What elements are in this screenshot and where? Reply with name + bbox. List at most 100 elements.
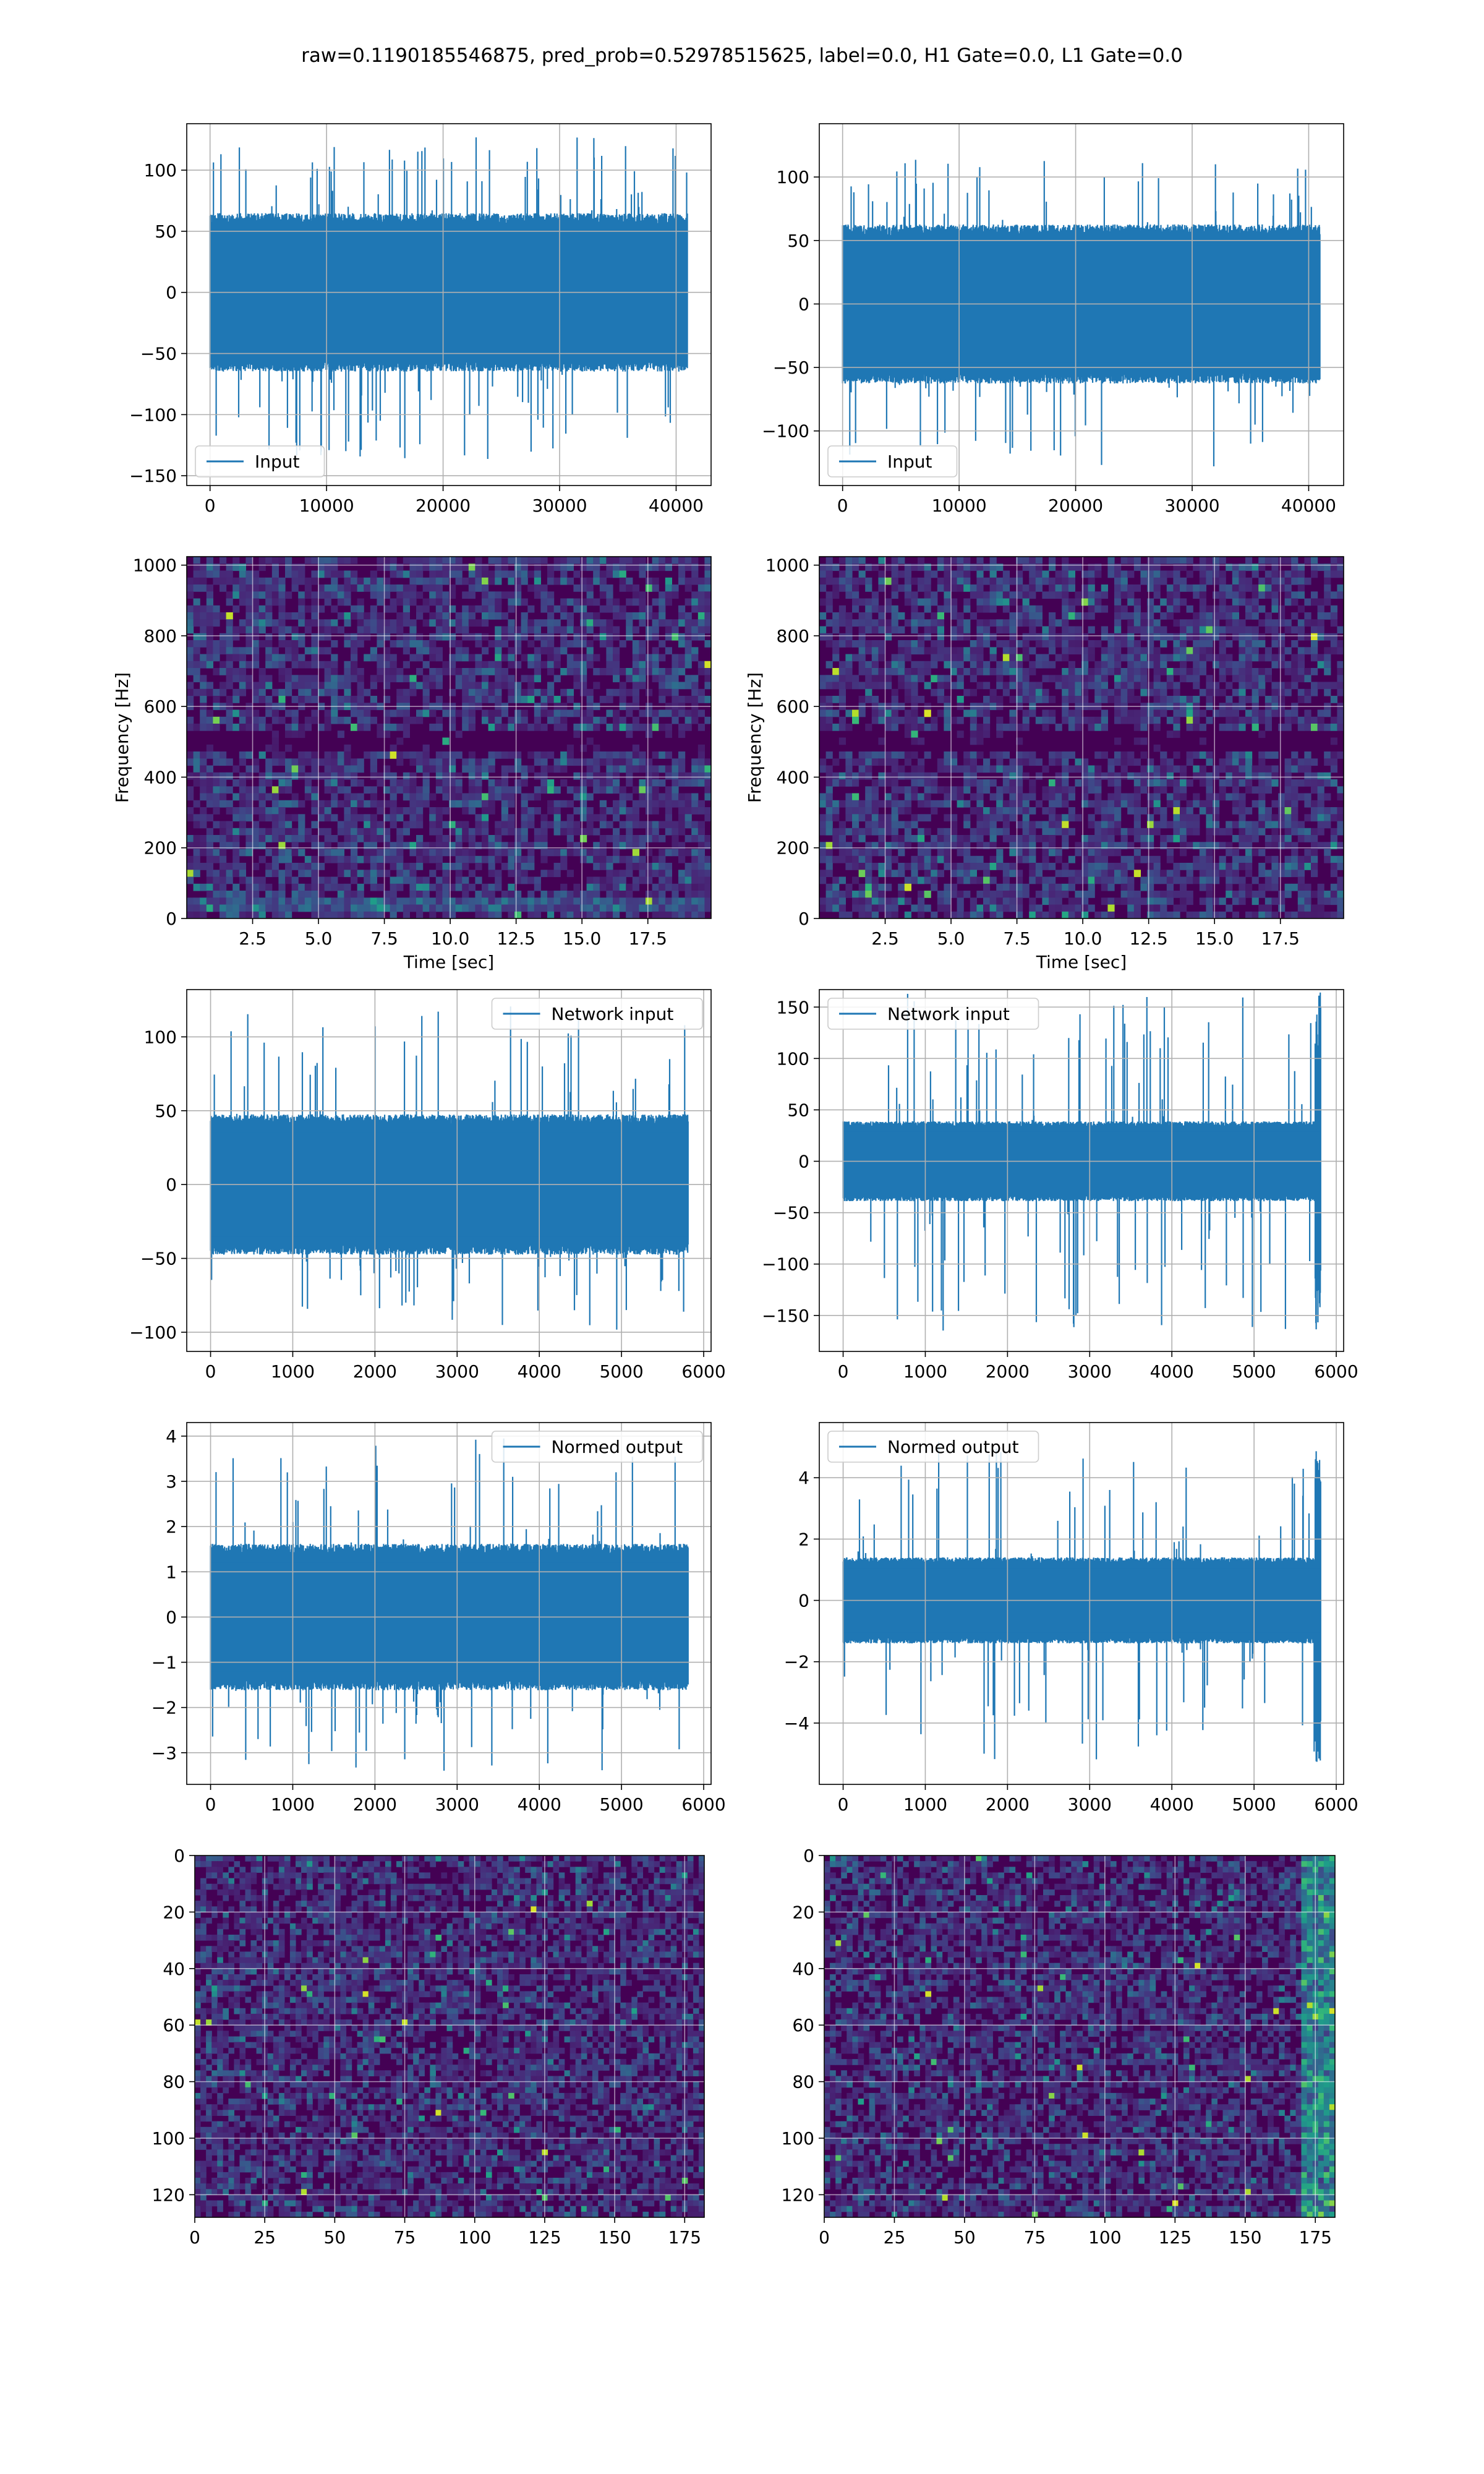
spectrogram-h1-xtick-label: 15.0 — [563, 928, 601, 949]
spectrogram-h1-plot: 2.5 5.0 7.5 10.0 12.5 15.0 17.5 0 200 400 600 800 10… — [112, 552, 717, 977]
spectrogram-l1-ytick-label: 0 — [798, 909, 809, 929]
network-input-l1-legend: Network input — [827, 998, 1039, 1030]
normed-output-l1-svg: 0 1000 2000 3000 4000 5000 6000 −4 −2 0 2 4 Normed o… — [784, 1422, 1358, 1815]
network-input-h1-xtick-label: 6000 — [681, 1361, 725, 1382]
feature-map-l1-ytick-label: 120 — [782, 2185, 814, 2205]
input-h1-svg: 0 10000 20000 30000 40000 −150 −100 −50 0 50 100 In… — [129, 123, 712, 516]
spectrogram-l1-xtick-label: 17.5 — [1261, 928, 1300, 949]
normed-output-h1-ytick-label: 0 — [166, 1607, 177, 1627]
normed-output-l1-plot: 0 1000 2000 3000 4000 5000 6000 −4 −2 0 2 4 Normed o… — [745, 1418, 1358, 1843]
input-h1-ytick-label: 100 — [144, 160, 177, 181]
normed-output-l1-ytick-label: 0 — [798, 1591, 809, 1611]
spectrogram-l1-ytick-label: 600 — [777, 696, 809, 717]
network-input-h1-ytick-label: 50 — [155, 1101, 177, 1121]
feature-map-h1-ytick-label: 40 — [163, 1959, 185, 1979]
network-input-l1-xtick-label: 0 — [838, 1361, 849, 1382]
network-input-l1-xtick-label: 4000 — [1150, 1361, 1194, 1382]
network-input-l1-ytick-label: 150 — [777, 997, 809, 1017]
spectrogram-h1-ytick-label: 200 — [144, 838, 177, 858]
feature-map-l1-axes-frame — [824, 1855, 1336, 2218]
feature-map-l1-plot: 0 25 50 75 100 125 150 175 0 20 40 60 80 100 120 — [750, 1846, 1341, 2276]
normed-output-h1-ytick-label: −2 — [151, 1698, 177, 1718]
input-l1-legend-label: Input — [887, 452, 932, 472]
network-input-l1-xtick-label: 5000 — [1232, 1361, 1276, 1382]
network-input-h1-xtick-label: 3000 — [435, 1361, 479, 1382]
network-input-l1-xtick-label: 6000 — [1314, 1361, 1358, 1382]
spectrogram-h1-svg: 2.5 5.0 7.5 10.0 12.5 15.0 17.5 0 200 400 600 800 10… — [112, 555, 712, 972]
spectrogram-h1-ytick-label: 1000 — [133, 555, 177, 576]
normed-output-h1-xtick-label: 0 — [205, 1794, 216, 1815]
spectrogram-h1-ytick-label: 0 — [166, 909, 177, 929]
feature-map-l1-heatmap-cells — [824, 1856, 1335, 2217]
network-input-l1-plot: 0 1000 2000 3000 4000 5000 6000 −150 −100 −50 0 50 1… — [745, 985, 1358, 1410]
network-input-l1-xtick-label: 3000 — [1068, 1361, 1112, 1382]
spectrogram-h1-xtick-label: 2.5 — [239, 928, 267, 949]
spectrogram-h1-axes-frame — [186, 556, 712, 919]
feature-map-l1-xtick-label: 0 — [819, 2227, 830, 2248]
network-input-h1-ytick-label: 0 — [166, 1175, 177, 1195]
input-h1-xtick-label: 0 — [205, 495, 216, 516]
spectrogram-l1-xtick-label: 10.0 — [1064, 928, 1102, 949]
feature-map-h1-ytick-label: 80 — [163, 2072, 185, 2092]
network-input-h1-ytick-label: 100 — [144, 1027, 177, 1047]
feature-map-l1-svg: 0 25 50 75 100 125 150 175 0 20 40 60 80 100 120 — [782, 1846, 1336, 2248]
spectrogram-l1-heatmap-cells — [819, 557, 1344, 918]
input-l1-xtick-label: 0 — [837, 495, 848, 516]
feature-map-l1-ytick-label: 100 — [782, 2128, 814, 2149]
network-input-l1-ytick-label: −50 — [773, 1203, 809, 1223]
spectrogram-l1-xlabel: Time [sec] — [1036, 952, 1127, 972]
network-input-l1-legend-label: Network input — [887, 1004, 1010, 1024]
normed-output-h1-xtick-label: 5000 — [599, 1794, 643, 1815]
network-input-l1-ytick-label: 0 — [798, 1152, 809, 1172]
feature-map-l1-xtick-label: 175 — [1299, 2227, 1332, 2248]
network-input-l1-ytick-label: 50 — [787, 1100, 809, 1120]
input-l1-svg: 0 10000 20000 30000 40000 −100 −50 0 50 100 Input — [762, 123, 1344, 516]
normed-output-l1-legend-label: Normed output — [887, 1437, 1019, 1457]
network-input-h1-legend: Network input — [491, 998, 703, 1030]
feature-map-l1-xtick-label: 50 — [953, 2227, 976, 2248]
normed-output-l1-ytick-label: −4 — [784, 1713, 809, 1734]
feature-map-h1-plot: 0 25 50 75 100 125 150 175 0 20 40 60 80 100 120 — [121, 1846, 710, 2276]
normed-output-h1-xtick-label: 2000 — [353, 1794, 397, 1815]
input-l1-axes-frame — [819, 123, 1344, 486]
feature-map-h1-xtick-label: 0 — [189, 2227, 200, 2248]
normed-output-l1-xtick-label: 1000 — [903, 1794, 947, 1815]
spectrogram-h1-xtick-label: 12.5 — [497, 928, 535, 949]
feature-map-h1-xtick-label: 150 — [598, 2227, 631, 2248]
normed-output-h1-ytick-label: −3 — [151, 1743, 177, 1763]
normed-output-l1-xtick-label: 5000 — [1232, 1794, 1276, 1815]
network-input-h1-xtick-label: 5000 — [599, 1361, 643, 1382]
normed-output-h1-ytick-label: −1 — [151, 1653, 177, 1673]
spectrogram-l1-ylabel: Frequency [Hz] — [744, 672, 765, 803]
feature-map-l1-xtick-label: 25 — [884, 2227, 906, 2248]
input-h1-xtick-label: 10000 — [299, 495, 354, 516]
feature-map-h1-xtick-label: 175 — [668, 2227, 701, 2248]
network-input-h1-xtick-label: 2000 — [353, 1361, 397, 1382]
input-h1-xtick-label: 20000 — [416, 495, 471, 516]
normed-output-h1-ytick-label: 1 — [166, 1562, 177, 1582]
feature-map-h1-xtick-label: 100 — [458, 2227, 491, 2248]
input-l1-ytick-label: 0 — [798, 294, 809, 314]
feature-map-h1-ytick-label: 60 — [163, 2015, 185, 2035]
spectrogram-h1-xtick-label: 10.0 — [431, 928, 469, 949]
normed-output-h1-xtick-label: 1000 — [271, 1794, 315, 1815]
feature-map-l1-ytick-label: 20 — [792, 1902, 814, 1922]
feature-map-h1-ytick-label: 0 — [174, 1846, 185, 1866]
spectrogram-h1-ytick-label: 400 — [144, 767, 177, 787]
feature-map-l1-ytick-label: 0 — [803, 1846, 814, 1866]
network-input-h1-xtick-label: 1000 — [271, 1361, 315, 1382]
input-h1-ytick-label: −150 — [129, 466, 177, 486]
input-l1-ytick-label: −50 — [773, 357, 809, 378]
input-l1-legend: Input — [827, 445, 958, 477]
spectrogram-l1-xtick-label: 15.0 — [1195, 928, 1234, 949]
normed-output-l1-grid — [819, 1423, 1344, 1784]
spectrogram-l1-svg: 2.5 5.0 7.5 10.0 12.5 15.0 17.5 0 200 400 600 800 10… — [744, 555, 1344, 972]
spectrogram-l1-xtick-label: 2.5 — [871, 928, 899, 949]
input-h1-ytick-label: −50 — [140, 344, 177, 364]
network-input-h1-grid — [187, 990, 711, 1351]
feature-map-h1-svg: 0 25 50 75 100 125 150 175 0 20 40 60 80 100 120 — [152, 1846, 705, 2248]
normed-output-h1-legend-label: Normed output — [552, 1437, 683, 1457]
spectrogram-h1-xtick-label: 7.5 — [370, 928, 398, 949]
normed-output-h1-axes-frame — [186, 1422, 712, 1785]
